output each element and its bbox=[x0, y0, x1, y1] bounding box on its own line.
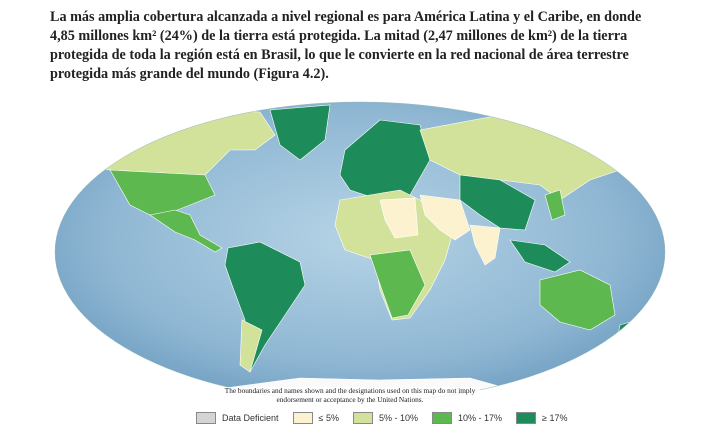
continents bbox=[69, 104, 631, 402]
legend-label: ≤ 5% bbox=[318, 413, 339, 423]
south-east-asia bbox=[509, 239, 571, 273]
legend-item: Data Deficient bbox=[196, 412, 279, 424]
sahara bbox=[379, 197, 419, 239]
mexico bbox=[149, 209, 223, 253]
middle-east bbox=[419, 194, 471, 241]
legend-label: 10% - 17% bbox=[458, 413, 503, 423]
usa bbox=[109, 169, 216, 216]
greenland bbox=[269, 104, 331, 161]
paragraph: La más amplia cobertura alcanzada a nive… bbox=[50, 9, 642, 82]
legend-swatch bbox=[516, 412, 537, 424]
legend: Data Deficient ≤ 5% 5% - 10% 10% - 17% ≥ 17% bbox=[196, 412, 568, 424]
legend-swatch bbox=[292, 412, 313, 424]
legend-item: 10% - 17% bbox=[432, 412, 502, 424]
legend-item: 5% - 10% bbox=[352, 412, 419, 424]
legend-swatch bbox=[352, 412, 373, 424]
legend-item: ≤ 5% bbox=[292, 412, 339, 424]
china bbox=[459, 174, 536, 231]
disclaimer: The boundaries and names shown and the d… bbox=[220, 387, 480, 404]
india bbox=[469, 224, 501, 266]
legend-swatch bbox=[196, 412, 216, 424]
argentina bbox=[239, 319, 263, 373]
legend-label: 5% - 10% bbox=[378, 413, 419, 423]
legend-swatch bbox=[432, 412, 453, 424]
legend-label: ≥ 17% bbox=[542, 413, 568, 423]
japan bbox=[544, 189, 566, 221]
australia bbox=[539, 269, 616, 331]
legend-label: Data Deficient bbox=[222, 413, 279, 423]
legend-item: ≥ 17% bbox=[516, 412, 568, 424]
disclaimer-box: The boundaries and names shown and the d… bbox=[220, 387, 480, 404]
central-africa bbox=[369, 249, 426, 319]
